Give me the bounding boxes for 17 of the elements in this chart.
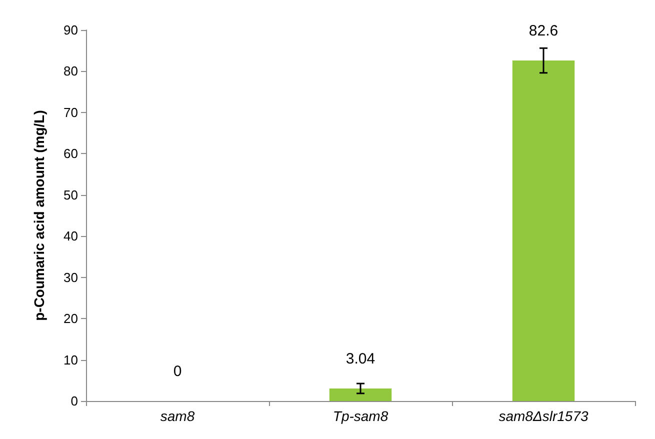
y-tick-label: 70 xyxy=(64,104,78,120)
data-label: 0 xyxy=(173,363,182,380)
y-tick-label: 20 xyxy=(64,311,78,326)
x-tick-label: Tp-sam8 xyxy=(332,408,388,424)
y-tick-label: 30 xyxy=(64,270,78,285)
y-tick-label: 80 xyxy=(64,64,78,79)
x-tick-label: sam8Δslr1573 xyxy=(498,408,588,424)
y-axis-title: p-Coumaric acid amount (mg/L) xyxy=(31,110,47,321)
x-tick-label: sam8 xyxy=(160,408,195,424)
data-label: 82.6 xyxy=(528,22,558,40)
y-tick-label: 40 xyxy=(64,228,78,244)
y-tick-label: 50 xyxy=(64,187,78,202)
y-tick-label: 0 xyxy=(70,394,78,408)
y-tick-label: 60 xyxy=(64,146,78,162)
y-tick-label: 10 xyxy=(64,352,78,368)
y-tick-label: 90 xyxy=(64,22,78,38)
data-label: 3.04 xyxy=(346,350,376,368)
